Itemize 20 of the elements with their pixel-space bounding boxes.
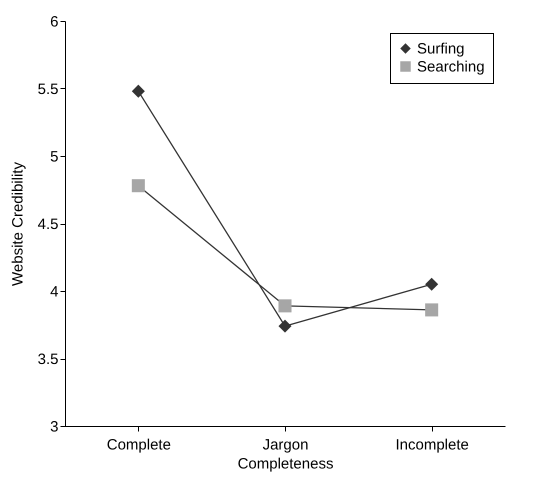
y-tick-label: 4.5 <box>38 216 58 233</box>
point <box>132 84 145 98</box>
y-tick-label: 3.5 <box>38 351 58 368</box>
point <box>278 299 292 312</box>
legend-label: Searching <box>417 58 485 76</box>
x-axis-title: Completeness <box>238 456 334 472</box>
y-tick-label: 5 <box>50 148 58 166</box>
y-tick-label: 5.5 <box>38 81 58 98</box>
y-tick-label: 3 <box>50 418 58 436</box>
y-tick-label: 6 <box>50 14 58 30</box>
point <box>425 278 438 291</box>
x-tick-label: Jargon <box>262 436 308 454</box>
point <box>278 320 292 333</box>
x-tick-label: Complete <box>106 436 171 454</box>
point <box>132 179 145 192</box>
point <box>425 303 438 316</box>
legend-label: Surfing <box>417 40 465 58</box>
y-axis-title: Website Credibility <box>10 162 27 286</box>
x-tick-label: Incomplete <box>395 436 469 454</box>
y-tick-label: 4 <box>50 284 58 300</box>
